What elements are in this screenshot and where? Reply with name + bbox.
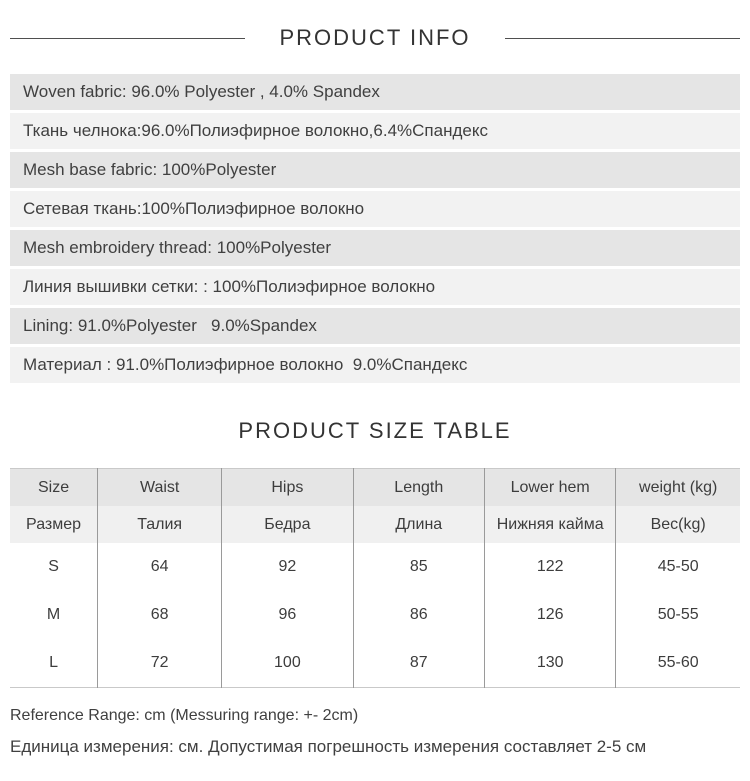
fabric-row-mesh-embroidery: Mesh embroidery thread: 100%Polyester [10,230,740,266]
size-row-m: M 68 96 86 126 50-55 [10,591,740,639]
col-header-size-ru: Размер [10,506,99,543]
size-table-header-row-ru: Размер Талия Бедра Длина Нижняя кайма Ве… [10,506,740,543]
size-table-header: PRODUCT SIZE TABLE [10,418,740,444]
size-table-header-row-en: Size Waist Hips Length Lower hem weight … [10,468,740,506]
cell-weight-l: 55-60 [615,639,740,688]
fabric-row-lining-ru: Материал : 91.0%Полиэфирное волокно 9.0%… [10,347,740,383]
measurement-unit-note: Единица измерения: см. Допустимая погреш… [10,737,647,756]
cell-waist-l: 72 [97,639,223,688]
fabric-row-mesh-embroidery-ru: Линия вышивки сетки: : 100%Полиэфирное в… [10,269,740,305]
col-header-size: Size [10,468,99,506]
size-row-s: S 64 92 85 122 45-50 [10,543,740,591]
cell-weight-s: 45-50 [615,543,740,591]
size-table-title: PRODUCT SIZE TABLE [238,418,512,443]
col-header-weight-ru: Вес(kg) [615,506,740,543]
cell-length-m: 86 [353,591,485,639]
cell-lower-hem-l: 130 [484,639,617,688]
cell-weight-m: 50-55 [615,591,740,639]
col-header-lower-hem-ru: Нижняя кайма [484,506,617,543]
col-header-hips-ru: Бедра [221,506,354,543]
measurement-notes: Reference Range: cm (Messuring range: +-… [10,705,740,759]
size-table-wrap: Size Waist Hips Length Lower hem weight … [10,468,740,688]
cell-lower-hem-m: 126 [484,591,617,639]
cell-size-s: S [10,543,99,591]
fabric-row-woven-fabric-ru: Ткань челнока:96.0%Полиэфирное волокно,6… [10,113,740,149]
col-header-length: Length [353,468,485,506]
col-header-waist-ru: Талия [97,506,223,543]
cell-hips-s: 92 [221,543,354,591]
col-header-lower-hem: Lower hem [484,468,617,506]
size-table: Size Waist Hips Length Lower hem weight … [10,468,740,688]
cell-lower-hem-s: 122 [484,543,617,591]
cell-length-s: 85 [353,543,485,591]
title-rule-left [10,37,246,39]
size-row-l: L 72 100 87 130 55-60 [10,639,740,688]
col-header-hips: Hips [221,468,354,506]
reference-range-note: Reference Range: cm (Messuring range: +-… [10,707,359,724]
col-header-waist: Waist [97,468,223,506]
fabric-row-woven-fabric: Woven fabric: 96.0% Polyester , 4.0% Spa… [10,74,740,110]
fabric-row-mesh-base: Mesh base fabric: 100%Polyester [10,152,740,188]
fabric-info-list: Woven fabric: 96.0% Polyester , 4.0% Spa… [10,74,740,383]
cell-size-m: M [10,591,99,639]
fabric-row-mesh-base-ru: Сетевая ткань:100%Полиэфирное волокно [10,191,740,227]
cell-waist-s: 64 [97,543,223,591]
title-rule-right [504,37,741,39]
product-info-header: PRODUCT INFO [10,25,741,50]
cell-length-l: 87 [353,639,485,688]
col-header-length-ru: Длина [353,506,485,543]
col-header-weight: weight (kg) [615,468,740,506]
product-info-title: PRODUCT INFO [279,25,471,50]
cell-size-l: L [10,639,99,688]
cell-hips-m: 96 [221,591,354,639]
fabric-row-lining: Lining: 91.0%Polyester 9.0%Spandex [10,308,740,344]
cell-waist-m: 68 [97,591,223,639]
cell-hips-l: 100 [221,639,354,688]
